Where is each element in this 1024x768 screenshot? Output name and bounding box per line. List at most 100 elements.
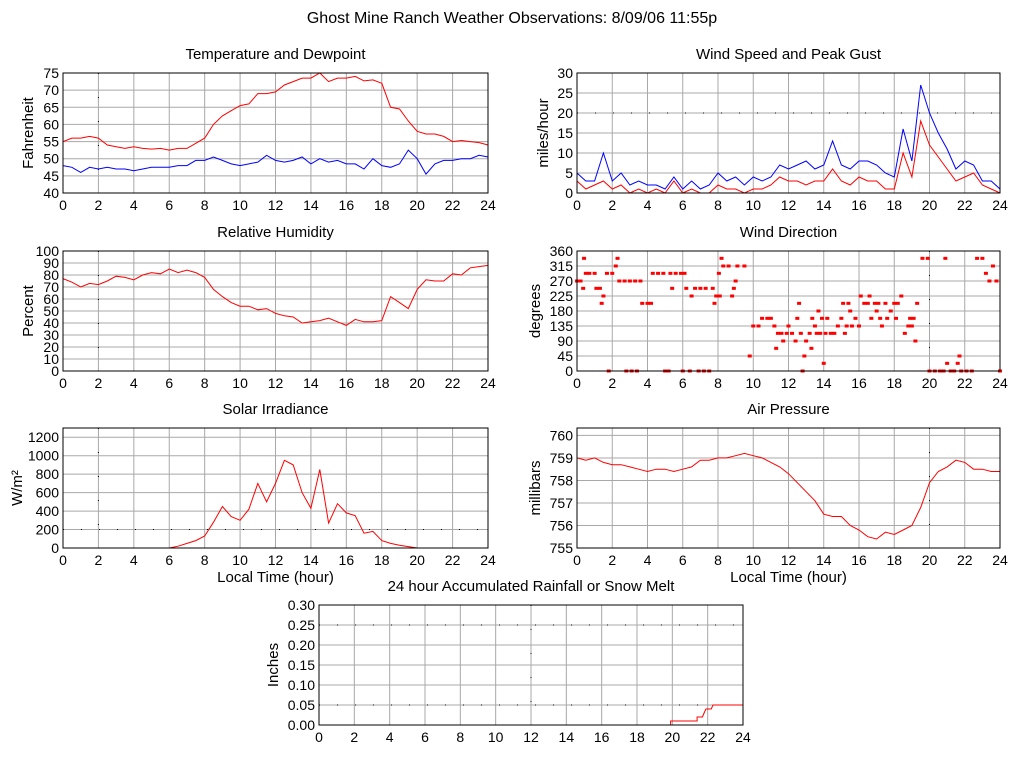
data-point bbox=[980, 256, 985, 260]
data-point bbox=[765, 316, 770, 320]
data-point bbox=[899, 294, 904, 298]
x-tick-label: 8 bbox=[201, 197, 209, 213]
data-point bbox=[913, 339, 918, 343]
x-tick-label: 4 bbox=[644, 375, 652, 391]
y-tick-label: 225 bbox=[550, 288, 574, 304]
y-tick-label: 760 bbox=[550, 427, 574, 443]
y-tick-label: 60 bbox=[43, 116, 59, 132]
x-tick-label: 4 bbox=[130, 552, 138, 568]
data-point bbox=[832, 331, 837, 335]
x-tick-label: 10 bbox=[745, 197, 761, 213]
y-tick-label: 756 bbox=[550, 517, 574, 533]
data-point bbox=[793, 339, 798, 343]
x-tick-label: 22 bbox=[957, 552, 973, 568]
x-tick-label: 2 bbox=[95, 375, 103, 391]
data-point bbox=[717, 294, 722, 298]
data-point bbox=[925, 256, 930, 260]
y-tick-label: 25 bbox=[557, 85, 573, 101]
data-point bbox=[627, 279, 632, 283]
series-line-accumulated-rainfall bbox=[319, 704, 743, 726]
data-point bbox=[957, 354, 962, 358]
data-point bbox=[987, 279, 992, 283]
x-tick-label: 16 bbox=[339, 197, 355, 213]
x-tick-label: 0 bbox=[315, 729, 323, 745]
x-tick-label: 14 bbox=[816, 375, 832, 391]
data-point bbox=[650, 271, 655, 275]
page-title: Ghost Mine Ranch Weather Observations: 8… bbox=[307, 10, 717, 27]
x-tick-label: 20 bbox=[409, 197, 425, 213]
data-point bbox=[670, 286, 675, 290]
data-point bbox=[846, 301, 851, 305]
x-tick-label: 0 bbox=[59, 375, 67, 391]
x-tick-label: 16 bbox=[339, 552, 355, 568]
data-point bbox=[821, 361, 826, 365]
data-point bbox=[592, 271, 597, 275]
data-point bbox=[786, 324, 791, 328]
y-tick-label: 600 bbox=[36, 485, 60, 501]
data-point bbox=[583, 271, 588, 275]
y-tick-label: 50 bbox=[43, 303, 59, 319]
data-point bbox=[775, 331, 780, 335]
x-tick-label: 16 bbox=[851, 375, 867, 391]
x-tick-label: 0 bbox=[59, 197, 67, 213]
data-point bbox=[751, 324, 756, 328]
x-tick-label: 0 bbox=[573, 375, 581, 391]
y-tick-label: 1200 bbox=[28, 429, 59, 445]
y-tick-label: 0.20 bbox=[288, 637, 315, 653]
y-tick-label: 0 bbox=[51, 363, 59, 379]
y-tick-label: 758 bbox=[550, 472, 574, 488]
y-tick-label: 45 bbox=[557, 348, 573, 364]
data-point bbox=[994, 279, 999, 283]
data-point bbox=[865, 301, 870, 305]
x-tick-label: 18 bbox=[374, 197, 390, 213]
data-point bbox=[721, 264, 726, 268]
data-point bbox=[869, 316, 874, 320]
x-tick-label: 18 bbox=[629, 729, 645, 745]
y-tick-label: 70 bbox=[43, 82, 59, 98]
data-point bbox=[731, 286, 736, 290]
data-point bbox=[594, 286, 599, 290]
x-tick-label: 12 bbox=[268, 197, 284, 213]
data-point bbox=[835, 324, 840, 328]
plot-frame bbox=[576, 427, 1001, 549]
y-tick-label: 80 bbox=[43, 267, 59, 283]
data-point bbox=[772, 324, 777, 328]
data-point bbox=[807, 331, 812, 335]
x-tick-label: 0 bbox=[59, 552, 67, 568]
data-point bbox=[867, 294, 872, 298]
data-point bbox=[908, 316, 913, 320]
chart-title: Air Pressure bbox=[747, 401, 830, 418]
y-tick-label: 40 bbox=[43, 185, 59, 201]
x-tick-label: 4 bbox=[130, 375, 138, 391]
x-tick-label: 12 bbox=[781, 552, 797, 568]
x-tick-label: 8 bbox=[201, 375, 209, 391]
x-tick-label: 8 bbox=[201, 552, 209, 568]
y-axis-label: miles/hour bbox=[535, 98, 552, 167]
x-tick-label: 14 bbox=[559, 729, 575, 745]
data-point bbox=[874, 309, 879, 313]
y-axis-label: W/m² bbox=[9, 470, 26, 506]
x-tick-label: 24 bbox=[992, 197, 1008, 213]
x-tick-label: 2 bbox=[95, 552, 103, 568]
series-line-dewpoint bbox=[62, 149, 489, 175]
data-point bbox=[656, 271, 661, 275]
x-tick-label: 22 bbox=[445, 197, 461, 213]
data-point bbox=[816, 309, 821, 313]
x-axis-label: Local Time (hour) bbox=[217, 569, 334, 586]
x-tick-label: 14 bbox=[816, 197, 832, 213]
plot-frame bbox=[576, 72, 1001, 194]
data-point bbox=[673, 271, 678, 275]
data-point bbox=[983, 271, 988, 275]
data-point bbox=[716, 271, 721, 275]
data-point bbox=[714, 294, 719, 298]
plot-frame bbox=[62, 72, 489, 194]
x-tick-label: 22 bbox=[445, 552, 461, 568]
data-point bbox=[703, 286, 708, 290]
y-tick-label: 0.10 bbox=[288, 677, 315, 693]
x-tick-label: 22 bbox=[700, 729, 716, 745]
data-point bbox=[710, 286, 715, 290]
x-tick-label: 16 bbox=[594, 729, 610, 745]
chart-temperature: 0 2 4 6 8 10 12 14 16 18 20 22 244045505560657075Tem… bbox=[20, 46, 496, 213]
